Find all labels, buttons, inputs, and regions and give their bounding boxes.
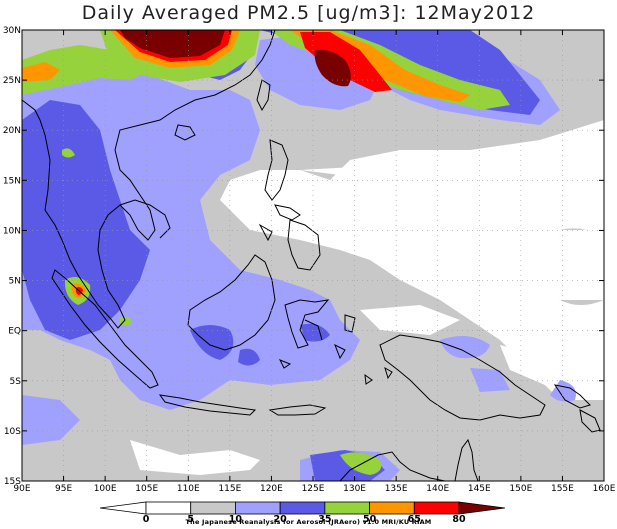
lat-label: 15N <box>3 176 21 186</box>
coast-philippines-mindanao <box>287 219 321 271</box>
lat-label: 10N <box>3 226 21 236</box>
colorbar-level-label: 10 <box>229 514 243 525</box>
colorbar-level-label: 65 <box>408 514 421 525</box>
lat-label: 25N <box>3 76 21 86</box>
coast-sulawesi <box>284 299 330 349</box>
coast-vietnam-south <box>119 199 171 239</box>
colorbar-level-label: 20 <box>274 514 288 525</box>
coast-java <box>158 394 257 416</box>
lat-label: EQ <box>8 327 21 337</box>
colorbar-swatch <box>324 501 370 515</box>
colorbar-swatch <box>279 501 326 515</box>
lon-label: 105E <box>135 484 158 494</box>
coastlines <box>22 30 601 481</box>
colorbar-swatch <box>235 501 281 515</box>
grid-lines <box>22 30 604 481</box>
colorbar-low-extension <box>99 501 147 515</box>
lon-label: 125E <box>302 484 325 494</box>
colorbar-labels: 0 5 10 20 35 50 65 80 <box>143 514 466 525</box>
lat-label: 5N <box>9 277 21 287</box>
lon-label: 150E <box>509 484 532 494</box>
axis-ticks <box>21 29 605 482</box>
colorbar-level-label: 35 <box>318 514 331 525</box>
lon-label: 145E <box>468 484 491 494</box>
coast-islands-east <box>278 359 393 385</box>
colorbar <box>99 501 506 515</box>
coast-sumatra <box>51 269 159 389</box>
lon-label: 115E <box>218 484 241 494</box>
longitude-labels: 90E 95E 100E 105E 110E 115E 120E 125E 130E 135E 14… <box>13 484 615 494</box>
latitude-labels: 30N 25N 20N 15N 10N 5N EQ 5S 10S 15S <box>3 26 21 487</box>
lon-label: 155E <box>551 484 574 494</box>
colorbar-level-label: 0 <box>143 514 150 525</box>
lat-label: 15S <box>4 477 21 487</box>
pm25-fields <box>22 30 604 481</box>
lat-label: 10S <box>4 427 21 437</box>
coast-taiwan <box>256 79 271 112</box>
lon-label: 90E <box>13 484 30 494</box>
coast-philippines-visayas <box>258 204 301 242</box>
colorbar-level-label: 80 <box>452 514 466 525</box>
lat-label: 5S <box>10 377 22 387</box>
colorbar-level-label: 5 <box>187 514 194 525</box>
colorbar-high-extension <box>458 501 506 515</box>
lon-label: 135E <box>385 484 408 494</box>
pm25-band-darkred <box>120 30 351 87</box>
pm25-band-white <box>130 165 604 475</box>
coast-hainan <box>174 124 196 141</box>
lon-label: 100E <box>94 484 117 494</box>
coast-cape-york <box>454 438 479 481</box>
lon-label: 120E <box>260 484 283 494</box>
lat-label: 20N <box>3 126 21 136</box>
coast-bismarck <box>553 384 601 433</box>
map-title: Daily Averaged PM2.5 [ug/m3]: 12May2012 <box>81 2 536 24</box>
coast-timor <box>268 404 327 416</box>
coast-borneo <box>187 254 276 351</box>
colorbar-swatch <box>190 501 236 515</box>
lon-label: 95E <box>55 484 72 494</box>
coast-australia <box>339 451 446 481</box>
coast-philippines-luzon <box>264 139 289 201</box>
coast-new-guinea <box>379 334 546 421</box>
credit-line: The Japanese Reanalysis for Aerosol (JRA… <box>185 518 432 526</box>
lat-label: 30N <box>3 26 21 36</box>
lon-label: 140E <box>426 484 449 494</box>
lon-label: 110E <box>177 484 200 494</box>
colorbar-swatch <box>145 501 192 515</box>
colorbar-swatch <box>413 501 460 515</box>
colorbar-swatch <box>369 501 415 515</box>
lon-label: 130E <box>343 484 366 494</box>
lon-label: 160E <box>593 484 616 494</box>
coast-asia-mainland <box>22 30 276 329</box>
coast-halmahera <box>334 314 356 360</box>
colorbar-level-label: 50 <box>363 514 377 525</box>
